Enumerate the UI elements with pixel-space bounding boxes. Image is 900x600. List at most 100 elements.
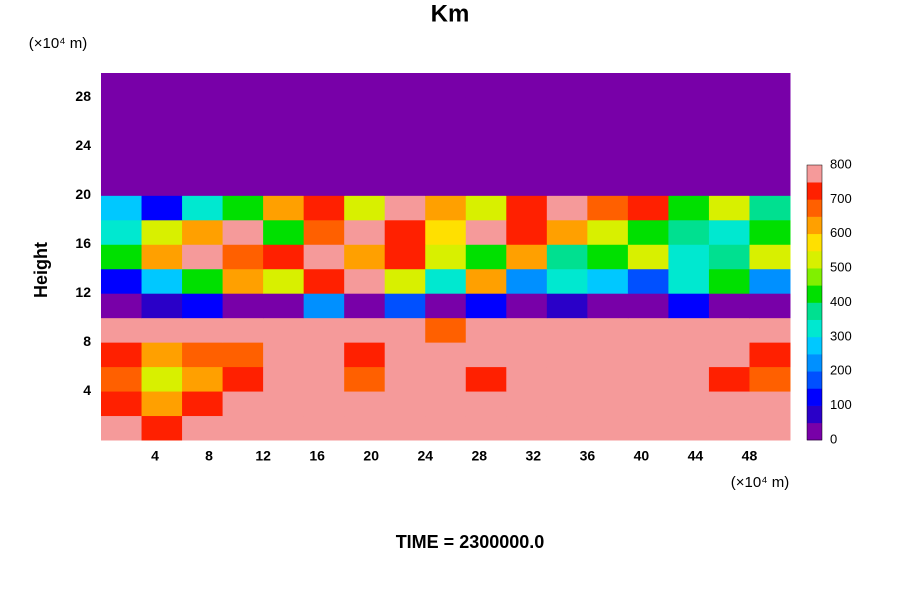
cell (303, 317, 345, 343)
cell (303, 97, 345, 123)
cell (587, 293, 629, 319)
cell (222, 244, 264, 270)
cell (141, 293, 183, 319)
colorbar-tick-label: 800 (830, 156, 852, 171)
cell (182, 317, 224, 343)
cell (546, 268, 588, 294)
cell (425, 97, 467, 123)
cell (587, 195, 629, 221)
cell (263, 244, 305, 270)
cell (465, 366, 507, 392)
cell (425, 366, 467, 392)
x-tick-label: 48 (742, 448, 758, 464)
cell (546, 415, 588, 441)
colorbar-tick-label: 300 (830, 328, 852, 343)
cell (546, 391, 588, 417)
cell (263, 170, 305, 196)
chart-title: Km (431, 0, 470, 27)
cell (668, 97, 710, 123)
cell (182, 342, 224, 368)
cell (141, 391, 183, 417)
cell (182, 268, 224, 294)
cell (101, 342, 143, 368)
cell (263, 415, 305, 441)
cell (101, 195, 143, 221)
cell (425, 317, 467, 343)
cell (708, 268, 750, 294)
cell (263, 293, 305, 319)
cell (425, 121, 467, 147)
cell (627, 342, 669, 368)
x-tick-label: 32 (526, 448, 542, 464)
cell (101, 170, 143, 196)
cell (141, 317, 183, 343)
cell (182, 121, 224, 147)
cell (101, 121, 143, 147)
colorbar-swatch (807, 354, 822, 372)
cell (263, 317, 305, 343)
cell (101, 73, 143, 98)
cell (222, 366, 264, 392)
cell (425, 268, 467, 294)
cell (546, 244, 588, 270)
cell (546, 366, 588, 392)
cell (222, 342, 264, 368)
cell (303, 146, 345, 172)
cell (384, 293, 426, 319)
cell (668, 73, 710, 98)
cell (465, 121, 507, 147)
y-tick-label: 12 (75, 284, 91, 300)
footer: TIME = 2300000.0 (396, 532, 545, 552)
cell (749, 97, 791, 123)
cell (668, 317, 710, 343)
cell (627, 73, 669, 98)
cell (425, 342, 467, 368)
cell (546, 219, 588, 245)
cell (627, 121, 669, 147)
cell (587, 366, 629, 392)
cell (303, 73, 345, 98)
cell (506, 415, 548, 441)
cell (627, 244, 669, 270)
cell (344, 415, 386, 441)
cell (627, 268, 669, 294)
cell (668, 342, 710, 368)
cell (425, 293, 467, 319)
cell (506, 317, 548, 343)
cell (101, 219, 143, 245)
cell (344, 244, 386, 270)
cell (101, 317, 143, 343)
cell (708, 317, 750, 343)
colorbar-tick-label: 0 (830, 431, 837, 446)
cell (465, 293, 507, 319)
cell (465, 146, 507, 172)
cell (465, 268, 507, 294)
cell (222, 268, 264, 294)
cell (303, 366, 345, 392)
cell (749, 170, 791, 196)
cell (141, 73, 183, 98)
cell (506, 391, 548, 417)
cell (708, 244, 750, 270)
cell (587, 121, 629, 147)
y-axis-label: Height (31, 242, 51, 298)
cell (627, 391, 669, 417)
cell (425, 170, 467, 196)
cell (708, 146, 750, 172)
cell (708, 415, 750, 441)
cell (506, 170, 548, 196)
cell (344, 97, 386, 123)
cell (749, 244, 791, 270)
cell (587, 342, 629, 368)
cell (344, 170, 386, 196)
cell (546, 342, 588, 368)
cell (182, 195, 224, 221)
cell (668, 415, 710, 441)
cell (182, 366, 224, 392)
cell (749, 219, 791, 245)
cell (303, 415, 345, 441)
cell (263, 268, 305, 294)
cell (708, 97, 750, 123)
x-tick-label: 28 (471, 448, 487, 464)
cell (384, 195, 426, 221)
